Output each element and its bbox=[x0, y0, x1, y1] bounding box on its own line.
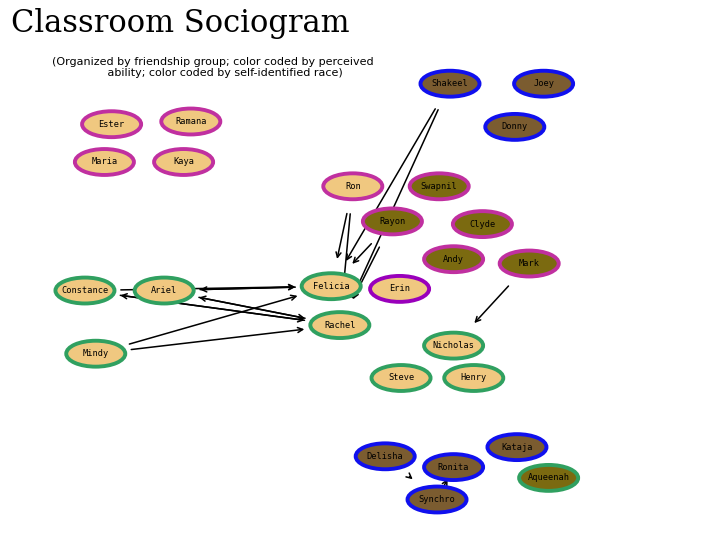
Text: (Organized by friendship group; color coded by perceived
       ability; color c: (Organized by friendship group; color co… bbox=[52, 57, 373, 78]
Text: Ronita: Ronita bbox=[438, 463, 469, 471]
Ellipse shape bbox=[408, 487, 467, 512]
Text: Classroom Sociogram: Classroom Sociogram bbox=[11, 8, 349, 39]
Text: Mark: Mark bbox=[518, 259, 540, 268]
Text: Constance: Constance bbox=[61, 286, 109, 295]
Text: Swapnil: Swapnil bbox=[420, 182, 458, 191]
Text: Andy: Andy bbox=[443, 255, 464, 264]
Ellipse shape bbox=[410, 173, 469, 199]
Text: Maria: Maria bbox=[91, 158, 117, 166]
Ellipse shape bbox=[55, 278, 114, 303]
Ellipse shape bbox=[363, 208, 422, 234]
Ellipse shape bbox=[500, 251, 559, 276]
Text: Henry: Henry bbox=[461, 374, 487, 382]
Text: Ramana: Ramana bbox=[175, 117, 207, 126]
Ellipse shape bbox=[453, 211, 512, 237]
Ellipse shape bbox=[323, 173, 382, 199]
Text: Clyde: Clyde bbox=[469, 220, 495, 228]
Text: Ariel: Ariel bbox=[151, 286, 177, 295]
Text: Erin: Erin bbox=[389, 285, 410, 293]
Ellipse shape bbox=[75, 149, 134, 175]
Ellipse shape bbox=[420, 71, 480, 97]
Ellipse shape bbox=[372, 365, 431, 391]
Text: Shakeel: Shakeel bbox=[431, 79, 469, 88]
Ellipse shape bbox=[444, 365, 503, 391]
Text: Delisha: Delisha bbox=[366, 452, 404, 461]
Ellipse shape bbox=[66, 341, 125, 367]
Ellipse shape bbox=[424, 333, 483, 359]
Text: Kaya: Kaya bbox=[173, 158, 194, 166]
Ellipse shape bbox=[161, 109, 220, 134]
Ellipse shape bbox=[514, 71, 573, 97]
Text: Donny: Donny bbox=[502, 123, 528, 131]
Text: Ron: Ron bbox=[345, 182, 361, 191]
Ellipse shape bbox=[519, 465, 578, 491]
Ellipse shape bbox=[302, 273, 361, 299]
Text: Joey: Joey bbox=[533, 79, 554, 88]
Ellipse shape bbox=[154, 149, 213, 175]
Text: Felicia: Felicia bbox=[312, 282, 350, 291]
Ellipse shape bbox=[370, 276, 429, 302]
Text: Steve: Steve bbox=[388, 374, 414, 382]
Text: Ester: Ester bbox=[99, 120, 125, 129]
Text: Rayon: Rayon bbox=[379, 217, 405, 226]
Ellipse shape bbox=[135, 278, 194, 303]
Text: Kataja: Kataja bbox=[501, 443, 533, 451]
Text: Synchro: Synchro bbox=[418, 495, 456, 504]
Ellipse shape bbox=[356, 443, 415, 469]
Ellipse shape bbox=[424, 246, 483, 272]
Text: Aqueenah: Aqueenah bbox=[528, 474, 570, 482]
Ellipse shape bbox=[487, 434, 546, 460]
Ellipse shape bbox=[424, 454, 483, 480]
Ellipse shape bbox=[310, 312, 369, 338]
Text: Nicholas: Nicholas bbox=[433, 341, 474, 350]
Text: Mindy: Mindy bbox=[83, 349, 109, 358]
Ellipse shape bbox=[82, 111, 141, 137]
Ellipse shape bbox=[485, 114, 544, 140]
Text: Rachel: Rachel bbox=[324, 321, 356, 329]
